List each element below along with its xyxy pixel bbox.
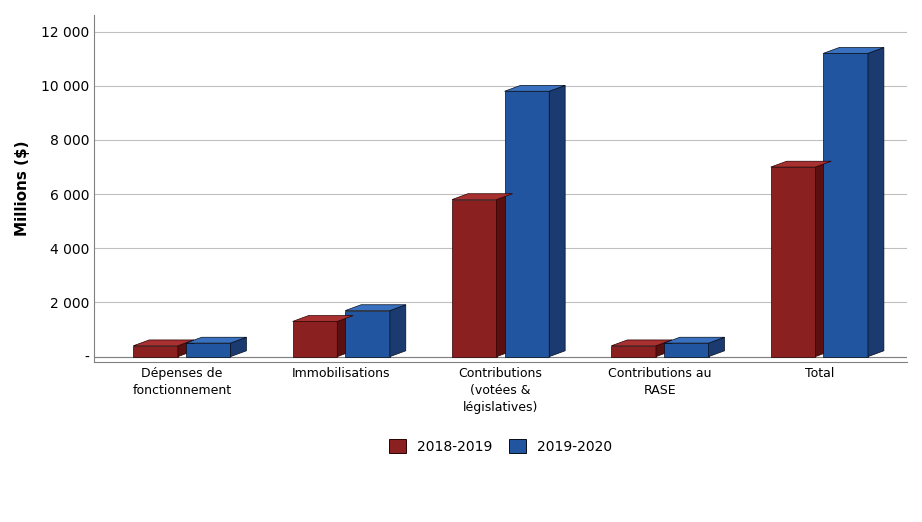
Polygon shape [550, 86, 565, 357]
Polygon shape [390, 305, 406, 357]
Polygon shape [345, 311, 390, 357]
Polygon shape [823, 53, 868, 357]
Polygon shape [868, 48, 884, 357]
Polygon shape [452, 199, 497, 357]
Polygon shape [823, 48, 884, 53]
Y-axis label: Millions ($): Millions ($) [15, 141, 30, 236]
Polygon shape [134, 346, 178, 357]
Polygon shape [452, 194, 513, 199]
Polygon shape [134, 340, 194, 346]
Polygon shape [504, 91, 550, 357]
Polygon shape [815, 161, 832, 357]
Polygon shape [186, 343, 230, 357]
Polygon shape [345, 305, 406, 311]
Polygon shape [497, 194, 513, 357]
Polygon shape [709, 337, 725, 357]
Polygon shape [337, 316, 353, 357]
Legend: 2018-2019, 2019-2020: 2018-2019, 2019-2020 [384, 434, 618, 459]
Polygon shape [611, 346, 656, 357]
Polygon shape [186, 337, 246, 343]
Polygon shape [611, 340, 672, 346]
Polygon shape [664, 343, 709, 357]
Polygon shape [292, 316, 353, 322]
Polygon shape [504, 86, 565, 91]
Polygon shape [771, 167, 815, 357]
Polygon shape [230, 337, 246, 357]
Polygon shape [771, 161, 832, 167]
Polygon shape [178, 340, 194, 357]
Polygon shape [656, 340, 672, 357]
Polygon shape [292, 322, 337, 357]
Polygon shape [664, 337, 725, 343]
